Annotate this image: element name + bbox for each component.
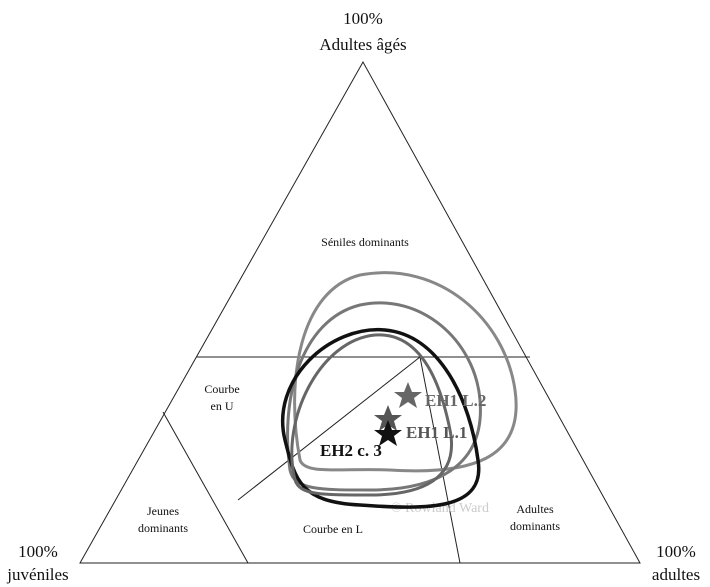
- triangle: [79, 60, 641, 564]
- region-label: dominants: [510, 519, 560, 533]
- region-label: Courbe en L: [303, 522, 363, 536]
- sample-label: EH2 c. 3: [320, 441, 382, 460]
- stars: [374, 382, 422, 446]
- vertex-label: Adultes âgés: [319, 35, 406, 54]
- boundary: [162, 411, 249, 564]
- boundary: [237, 356, 421, 501]
- region-label: Courbe: [204, 382, 239, 396]
- vertex-label: adultes: [652, 565, 700, 584]
- loops: [281, 271, 518, 509]
- region-label: Séniles dominants: [321, 235, 409, 249]
- region-label: Adultes: [516, 502, 554, 516]
- loop: [290, 333, 453, 497]
- boundary: [419, 356, 461, 564]
- vertex-label: juvéniles: [6, 565, 68, 584]
- vertex-percent: 100%: [18, 542, 58, 561]
- star: [394, 382, 422, 408]
- star: [374, 405, 402, 431]
- loop: [286, 301, 482, 492]
- region-label: dominants: [138, 521, 188, 535]
- region-label: Jeunes: [147, 504, 179, 518]
- sample-label: EH1 L.2: [425, 391, 486, 410]
- loop: [281, 328, 481, 509]
- sample-label: EH1 L.1: [406, 423, 467, 442]
- watermark: © Rowland Ward: [391, 501, 489, 516]
- vertex-percent: 100%: [656, 542, 696, 561]
- star: [374, 420, 402, 446]
- loop: [293, 271, 518, 473]
- region-lines: [79, 60, 641, 564]
- region-label: en U: [211, 399, 234, 413]
- vertex-percent: 100%: [343, 9, 383, 28]
